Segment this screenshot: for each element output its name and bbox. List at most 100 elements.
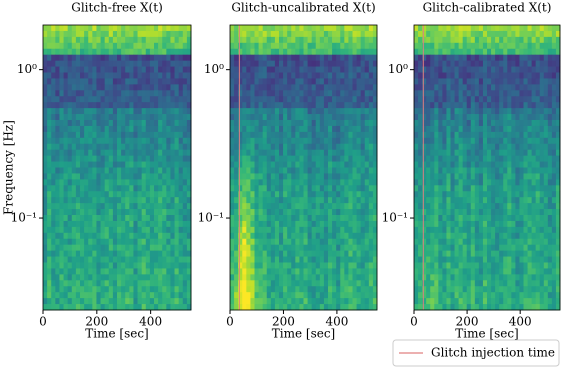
spectrogram-cell bbox=[507, 55, 511, 61]
spectrogram-cell bbox=[59, 43, 64, 49]
spectrogram-cell bbox=[76, 120, 81, 126]
spectrogram-cell bbox=[438, 227, 442, 233]
spectrogram-cell bbox=[59, 114, 64, 120]
spectrogram-cell bbox=[369, 144, 373, 150]
spectrogram-cell bbox=[287, 245, 291, 251]
spectrogram-cell bbox=[499, 25, 503, 31]
spectrogram-cell bbox=[528, 251, 532, 257]
spectrogram-cell bbox=[64, 168, 69, 174]
spectrogram-cell bbox=[369, 274, 373, 280]
spectrogram-cell bbox=[238, 102, 242, 108]
spectrogram-cell bbox=[353, 84, 357, 90]
spectrogram-cell bbox=[179, 239, 184, 245]
spectrogram-cell bbox=[471, 215, 475, 221]
spectrogram-cell bbox=[361, 55, 365, 61]
spectrogram-cell bbox=[455, 168, 459, 174]
spectrogram-cell bbox=[365, 257, 369, 263]
spectrogram-cell bbox=[259, 185, 263, 191]
spectrogram-cell bbox=[353, 156, 357, 162]
spectrogram-cell bbox=[96, 25, 101, 31]
spectrogram-cell bbox=[353, 280, 357, 286]
spectrogram-cell bbox=[548, 78, 552, 84]
spectrogram-cell bbox=[434, 67, 438, 73]
spectrogram-cell bbox=[524, 173, 528, 179]
spectrogram-cell bbox=[442, 227, 446, 233]
spectrogram-cell bbox=[255, 114, 259, 120]
spectrogram-cell bbox=[68, 215, 73, 221]
spectrogram-cell bbox=[51, 173, 56, 179]
spectrogram-cell bbox=[308, 292, 312, 298]
spectrogram-cell bbox=[422, 221, 426, 227]
spectrogram-cell bbox=[316, 245, 320, 251]
spectrogram-cell bbox=[528, 84, 532, 90]
spectrogram-cell bbox=[88, 292, 93, 298]
spectrogram-cell bbox=[357, 78, 361, 84]
spectrogram-cell bbox=[238, 138, 242, 144]
spectrogram-cell bbox=[246, 245, 250, 251]
spectrogram-cell bbox=[88, 268, 93, 274]
spectrogram-cell bbox=[76, 197, 81, 203]
spectrogram-cell bbox=[544, 43, 548, 49]
spectrogram-cell bbox=[283, 61, 287, 67]
spectrogram-cell bbox=[332, 96, 336, 102]
spectrogram-cell bbox=[487, 168, 491, 174]
spectrogram-cell bbox=[133, 108, 138, 114]
spectrogram-cell bbox=[250, 239, 254, 245]
spectrogram-cell bbox=[138, 78, 143, 84]
spectrogram-cell bbox=[255, 304, 259, 310]
spectrogram-cell bbox=[475, 67, 479, 73]
spectrogram-cell bbox=[491, 239, 495, 245]
spectrogram-cell bbox=[80, 227, 85, 233]
spectrogram-cell bbox=[230, 203, 234, 209]
spectrogram-cell bbox=[121, 292, 126, 298]
spectrogram-cell bbox=[312, 31, 316, 37]
spectrogram-cell bbox=[332, 67, 336, 73]
spectrogram-cell bbox=[328, 268, 332, 274]
spectrogram-cell bbox=[430, 197, 434, 203]
spectrogram-cell bbox=[175, 138, 180, 144]
spectrogram-cell bbox=[43, 126, 48, 132]
spectrogram-cell bbox=[158, 257, 163, 263]
spectrogram-cell bbox=[336, 168, 340, 174]
spectrogram-cell bbox=[279, 49, 283, 55]
spectrogram-cell bbox=[263, 108, 267, 114]
spectrogram-cell bbox=[487, 251, 491, 257]
spectrogram-cell bbox=[340, 156, 344, 162]
spectrogram-cell bbox=[267, 37, 271, 43]
spectrogram-cell bbox=[43, 251, 48, 257]
spectrogram-cell bbox=[291, 251, 295, 257]
spectrogram-cell bbox=[259, 239, 263, 245]
spectrogram-cell bbox=[324, 215, 328, 221]
spectrogram-cell bbox=[442, 67, 446, 73]
spectrogram-cell bbox=[72, 268, 77, 274]
spectrogram-cell bbox=[422, 209, 426, 215]
spectrogram-cell bbox=[487, 84, 491, 90]
spectrogram-cell bbox=[146, 126, 151, 132]
spectrogram-cell bbox=[121, 108, 126, 114]
spectrogram-cell bbox=[259, 173, 263, 179]
spectrogram-cell bbox=[92, 126, 97, 132]
spectrogram-cell bbox=[138, 61, 143, 67]
spectrogram-cell bbox=[308, 215, 312, 221]
spectrogram-cell bbox=[353, 268, 357, 274]
spectrogram-cell bbox=[96, 245, 101, 251]
spectrogram-cell bbox=[150, 144, 155, 150]
spectrogram-cell bbox=[475, 215, 479, 221]
spectrogram-cell bbox=[511, 156, 515, 162]
spectrogram-cell bbox=[117, 49, 122, 55]
spectrogram-cell bbox=[125, 120, 130, 126]
spectrogram-cell bbox=[242, 162, 246, 168]
spectrogram-cell bbox=[320, 298, 324, 304]
spectrogram-cell bbox=[515, 257, 519, 263]
spectrogram-cell bbox=[158, 96, 163, 102]
spectrogram-cell bbox=[487, 144, 491, 150]
spectrogram-cell bbox=[166, 108, 171, 114]
spectrogram-cell bbox=[344, 96, 348, 102]
spectrogram-cell bbox=[328, 49, 332, 55]
spectrogram-cell bbox=[162, 209, 167, 215]
spectrogram-cell bbox=[68, 162, 73, 168]
spectrogram-cell bbox=[154, 227, 159, 233]
spectrogram-cell bbox=[88, 173, 93, 179]
spectrogram-cell bbox=[101, 102, 106, 108]
spectrogram-cell bbox=[263, 43, 267, 49]
